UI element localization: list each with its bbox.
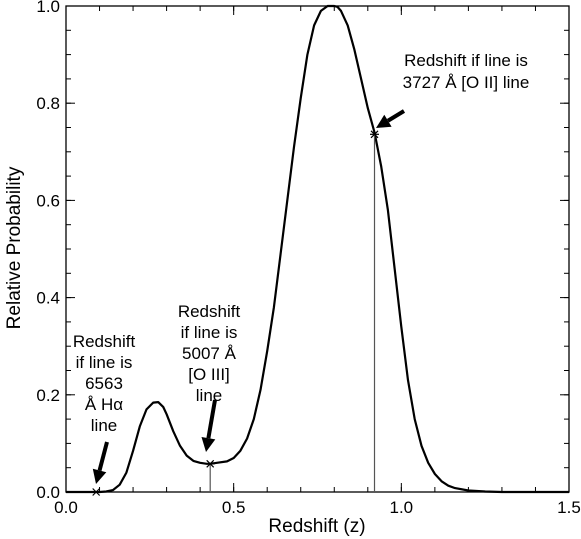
probability-curve <box>66 4 569 494</box>
line-redshift-marker <box>205 459 215 468</box>
curve-layer <box>66 4 569 494</box>
annotation-arrow-head <box>201 437 216 452</box>
annotation-2: Redshift if line is 5007 Å [O III] line <box>178 302 241 452</box>
annotation-layer: Redshift if line is 6563 Å Hα line Redshift if… <box>73 51 529 484</box>
annotation-arrow-shaft <box>386 109 406 123</box>
y-axis-label: Relative Probability <box>4 166 25 329</box>
annotation-text-line: Redshift <box>178 302 241 321</box>
y-tick-label: 1.0 <box>36 0 60 16</box>
annotation-text-line: if line is <box>181 323 238 342</box>
annotation-arrow-head <box>376 114 392 128</box>
y-tick-label: 0.0 <box>36 483 60 502</box>
annotation-text-line: if line is <box>76 353 133 372</box>
y-tick-label: 0.8 <box>36 94 60 113</box>
annotation-arrow-shaft <box>206 399 217 439</box>
y-tick-label: 0.6 <box>36 191 60 210</box>
y-tick-label: 0.2 <box>36 386 60 405</box>
annotation-text-line: Å Hα <box>85 395 123 414</box>
x-tick-label: 1.5 <box>557 498 581 517</box>
annotation-text-line: 6563 <box>85 374 123 393</box>
y-tick-label: 0.4 <box>36 289 60 308</box>
annotation-text-line: line <box>91 416 117 435</box>
annotation-text-line: [O III] <box>188 365 230 384</box>
annotation-text-line: 5007 Å <box>182 344 237 363</box>
x-tick-label: 0.5 <box>222 498 246 517</box>
x-tick-label: 0.0 <box>54 498 78 517</box>
axis-layer: 0.0 0.5 1.0 1.5 0.0 0.2 0.4 0.6 0.8 1.0 <box>36 0 580 517</box>
annotation-1: Redshift if line is 6563 Å Hα line <box>73 332 136 484</box>
annotation-arrow-head <box>92 468 107 484</box>
annotation-text-line: line <box>196 386 222 405</box>
annotation-text-line: Redshift <box>73 332 136 351</box>
line-redshift-marker <box>370 130 380 139</box>
annotation-text-line: 3727 Å [O II] line <box>403 73 530 92</box>
x-tick-label: 1.0 <box>390 498 414 517</box>
annotation-arrow-shaft <box>97 441 109 471</box>
x-axis-label: Redshift (z) <box>268 516 365 537</box>
annotation-3: Redshift if line is 3727 Å [O II] line <box>376 51 529 128</box>
annotation-text-line: Redshift if line is <box>404 51 528 70</box>
